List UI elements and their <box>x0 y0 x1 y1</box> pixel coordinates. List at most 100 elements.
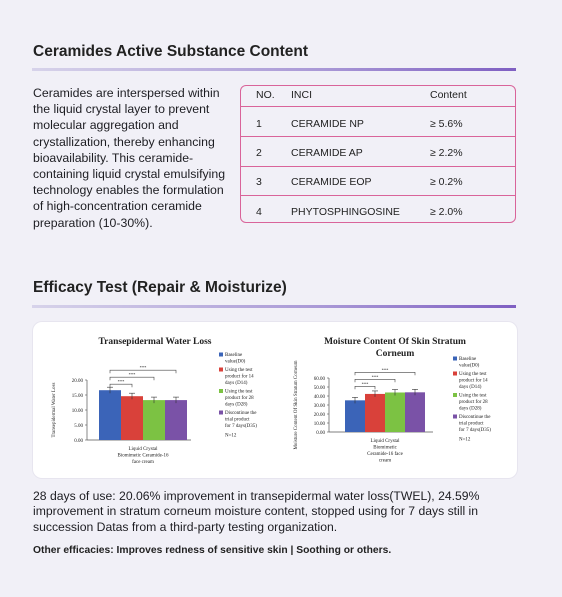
legend-entry: trial product <box>459 422 484 427</box>
bar <box>99 390 121 440</box>
legend-entry: value(D0) <box>225 360 246 365</box>
x-axis-label: cream <box>379 459 391 464</box>
legend-entry: Using the test <box>225 390 253 395</box>
bar <box>365 393 385 432</box>
row-no: 3 <box>256 175 262 188</box>
significance-bracket <box>109 376 155 381</box>
legend-entry: product for 14 <box>225 375 254 380</box>
bar <box>121 396 143 440</box>
y-tick-label: 30.00 <box>314 404 326 409</box>
x-axis-label: Ceramide-16 face <box>367 452 403 457</box>
x-axis-label: Liquid Crystal <box>128 447 158 452</box>
legend-entry: product for 14 <box>459 379 488 384</box>
y-tick-label: 15.00 <box>72 394 84 399</box>
section-title-ceramides: Ceramides Active Substance Content <box>33 43 309 60</box>
legend-entry: Using the test <box>459 394 487 399</box>
y-tick-label: 0.00 <box>316 431 325 436</box>
row-content: ≥ 5.6% <box>430 117 463 130</box>
y-tick-label: 60.00 <box>314 377 326 382</box>
chart-title: Moisture Content Of Skin Stratum <box>324 337 466 347</box>
efficacy-charts: Transepidermal Water Loss Transepidermal … <box>52 337 491 465</box>
row-no: 1 <box>256 117 262 130</box>
row-divider <box>240 106 516 107</box>
bar <box>345 400 365 432</box>
row-divider <box>240 136 516 137</box>
legend-entry: product for 28 <box>225 396 254 401</box>
significance-label: *** <box>129 372 137 377</box>
legend-entry: Baseline <box>225 353 243 358</box>
x-axis-label: Biomimetic Ceramide-16 <box>118 454 169 459</box>
significance-label: *** <box>382 367 390 372</box>
legend-entry: Using the test <box>225 368 253 373</box>
row-content: ≥ 0.2% <box>430 175 463 188</box>
bar <box>385 392 405 432</box>
row-divider <box>240 166 516 167</box>
table-row: 3 CERAMIDE EOP ≥ 0.2% <box>240 167 516 196</box>
y-tick-label: 5.00 <box>74 424 83 429</box>
row-no: 4 <box>256 205 262 218</box>
legend-entry: days (D28) <box>459 407 482 412</box>
table-row: 2 CERAMIDE AP ≥ 2.2% <box>240 138 516 167</box>
legend-swatch <box>453 393 457 397</box>
y-tick-label: 10.00 <box>72 409 84 414</box>
ceramide-content-table: NO. INCI Content 1 CERAMIDE NP ≥ 5.6% 2 … <box>240 85 516 223</box>
row-inci: PHYTOSPHINGOSINE <box>291 205 400 218</box>
x-axis-label: face cream <box>132 460 154 465</box>
header-no: NO. <box>256 88 275 101</box>
header-content: Content <box>430 88 467 101</box>
significance-label: *** <box>362 381 370 386</box>
legend-entry: trial product <box>225 418 250 423</box>
section-rule <box>32 305 516 308</box>
significance-label: *** <box>372 374 380 379</box>
significance-bracket <box>109 369 177 374</box>
chart-title: Corneum <box>376 349 415 359</box>
table-frame <box>240 85 516 223</box>
row-inci: CERAMIDE EOP <box>291 175 372 188</box>
chart-title: Transepidermal Water Loss <box>99 337 212 347</box>
bar <box>165 400 187 440</box>
significance-label: *** <box>140 365 148 370</box>
row-content: ≥ 2.2% <box>430 146 463 159</box>
legend-swatch <box>219 389 223 393</box>
legend-entry: days (D14) <box>225 381 248 386</box>
significance-bracket <box>354 372 416 376</box>
section-rule <box>32 68 516 71</box>
legend-entry: days (D14) <box>459 385 482 390</box>
legend-entry: Using the test <box>459 372 487 377</box>
y-axis-label: Moisture Content Of Skin Stratum Corneum <box>294 360 299 449</box>
bar <box>143 400 165 440</box>
y-tick-label: 10.00 <box>314 422 326 427</box>
y-tick-label: 50.00 <box>314 386 326 391</box>
other-efficacies: Other efficacies: Improves redness of se… <box>33 545 392 556</box>
legend-entry: Discontinue the <box>225 411 257 416</box>
x-axis-label: Biomimetic <box>373 446 397 451</box>
header-inci: INCI <box>291 88 312 101</box>
intro-paragraph: Ceramides are interspersed within the li… <box>33 86 226 230</box>
row-content: ≥ 2.0% <box>430 205 463 218</box>
section-title-efficacy: Efficacy Test (Repair & Moisturize) <box>33 279 287 296</box>
y-tick-label: 20.00 <box>314 413 326 418</box>
significance-bracket <box>109 383 133 388</box>
table-row: 1 CERAMIDE NP ≥ 5.6% <box>240 109 516 138</box>
legend-entry: for 7 days(D35) <box>459 428 491 433</box>
row-inci: CERAMIDE NP <box>291 117 364 130</box>
significance-bracket <box>354 379 396 383</box>
legend-swatch <box>219 410 223 415</box>
x-axis-label: Liquid Crystal <box>370 439 400 444</box>
sample-size-label: N=12 <box>225 434 237 439</box>
y-tick-label: 0.00 <box>74 439 83 444</box>
legend-entry: days (D28) <box>225 403 248 408</box>
row-inci: CERAMIDE AP <box>291 146 363 159</box>
efficacy-charts-card: Transepidermal Water Loss Transepidermal … <box>33 322 517 478</box>
legend-swatch <box>219 352 223 357</box>
significance-label: *** <box>118 379 126 384</box>
legend-entry: Baseline <box>459 357 477 362</box>
legend-entry: Discontinue the <box>459 415 491 420</box>
row-divider <box>240 195 516 196</box>
y-tick-label: 40.00 <box>314 395 326 400</box>
legend-swatch <box>219 367 223 372</box>
legend-swatch <box>453 371 457 376</box>
table-header-row: NO. INCI Content <box>240 80 516 109</box>
row-no: 2 <box>256 146 262 159</box>
summary-paragraph: 28 days of use: 20.06% improvement in tr… <box>33 489 480 534</box>
